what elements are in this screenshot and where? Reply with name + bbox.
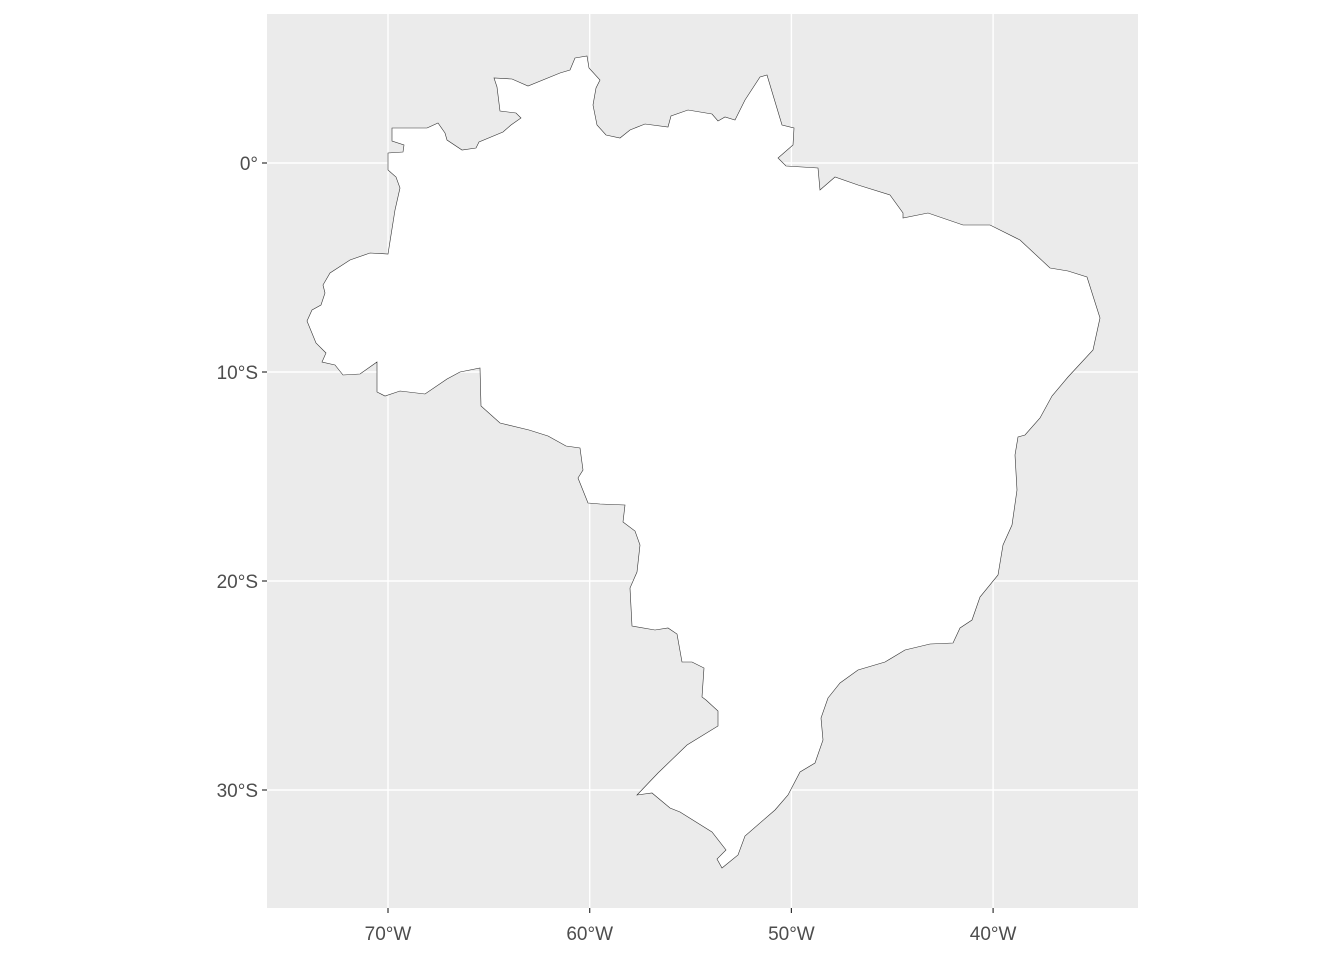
y-tick-label: 30°S <box>217 781 258 802</box>
y-tick-label: 10°S <box>217 363 258 384</box>
x-tick-label: 70°W <box>365 924 412 945</box>
brazil-outline <box>306 55 1101 869</box>
y-tick-label: 0° <box>240 154 258 175</box>
y-tick-label: 20°S <box>217 572 258 593</box>
x-tick-label: 60°W <box>566 924 613 945</box>
axes: 70°W 60°W 50°W 40°W 0° 10°S 20°S 30°S <box>217 154 1017 945</box>
x-tick-label: 40°W <box>970 924 1017 945</box>
x-tick-label: 50°W <box>768 924 815 945</box>
